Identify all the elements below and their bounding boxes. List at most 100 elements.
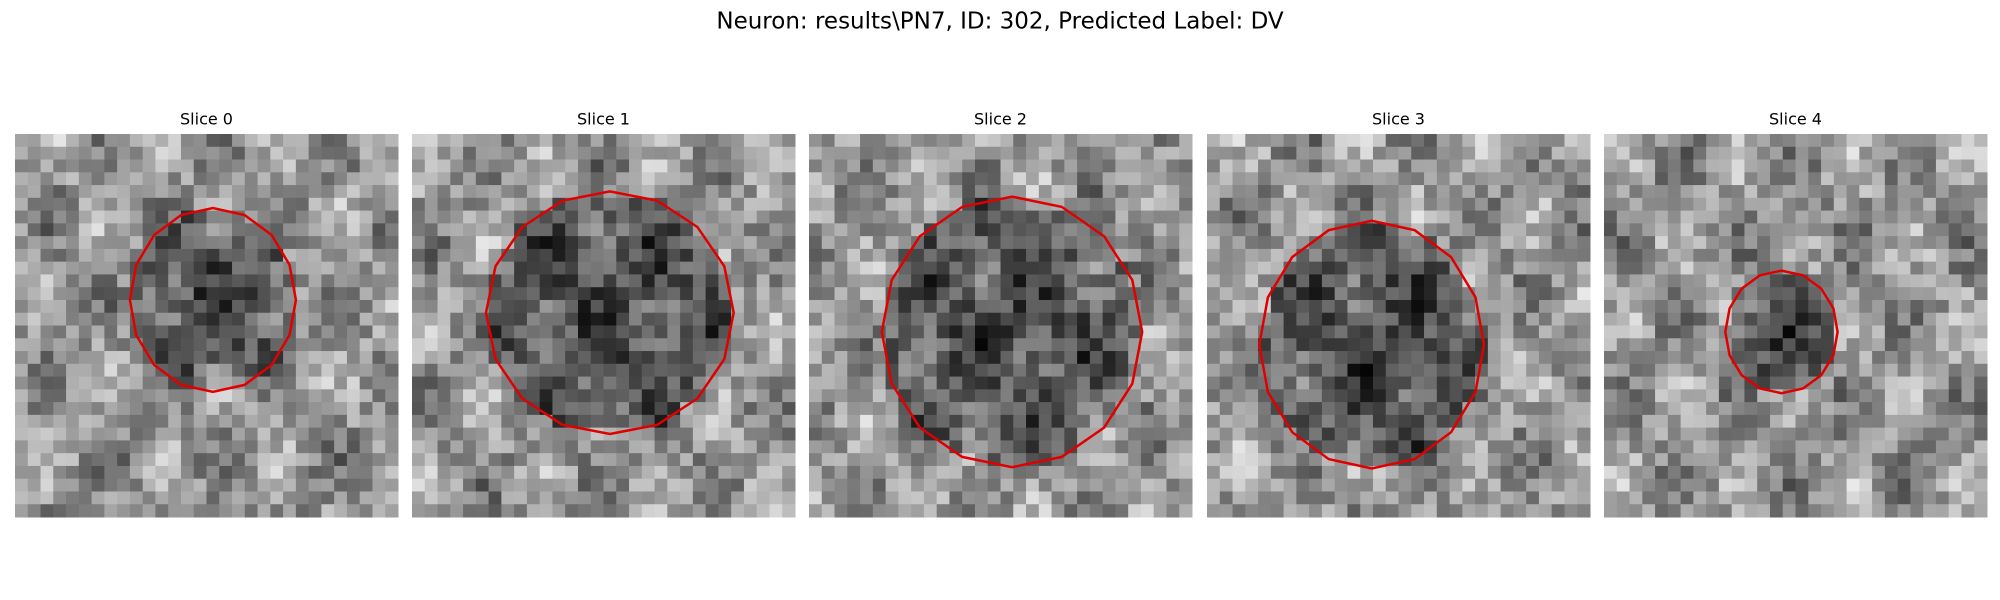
pixel [321,402,335,416]
pixel [667,287,681,301]
pixel [1077,172,1091,186]
pixel [321,427,335,441]
pixel [1411,172,1425,186]
pixel [1334,414,1348,429]
pixel [1219,389,1234,403]
pixel [1757,159,1771,173]
pixel [641,351,656,365]
pixel [1153,440,1167,454]
pixel [232,402,246,416]
pixel [104,440,118,454]
pixel [1859,427,1873,441]
pixel [142,325,156,339]
pixel [1884,440,1899,454]
pixel [1321,402,1336,416]
pixel [501,236,515,250]
pixel [27,389,42,403]
pixel [514,414,528,429]
pixel [1706,376,1720,390]
pixel [1808,414,1822,429]
pixel [936,491,950,505]
pixel [1731,376,1745,390]
pixel [15,504,29,518]
pixel [1245,427,1259,441]
pixel [1629,504,1643,518]
pixel [949,363,963,378]
pixel [437,248,451,263]
pixel [1424,185,1438,199]
pixel [1513,134,1527,148]
pixel [295,210,310,224]
pixel [936,299,950,314]
pixel [1769,172,1784,186]
pixel [1207,478,1221,492]
pixel [743,325,758,339]
pixel [1604,248,1618,263]
pixel [911,223,925,237]
pixel [463,197,477,212]
pixel [743,159,758,173]
pixel [437,465,451,480]
pixel [1347,465,1361,480]
pixel [821,440,836,454]
pixel [514,465,528,480]
pixel [616,146,630,161]
pixel [1000,172,1014,186]
pixel [104,312,118,326]
pixel [782,185,796,199]
pixel [514,440,528,454]
pixel [78,248,93,263]
pixel [1821,134,1835,148]
pixel [885,223,899,237]
pixel [705,261,719,275]
pixel [526,287,541,301]
pixel [232,465,246,480]
pixel [923,159,938,173]
pixel [1487,210,1502,224]
pixel [142,402,156,416]
pixel [680,440,694,454]
pixel [117,440,131,454]
pixel [385,299,399,314]
pixel [1128,504,1142,518]
pixel [1808,491,1822,505]
pixel [257,185,271,199]
pixel [1821,325,1835,339]
pixel [475,197,490,212]
pixel [1475,363,1489,378]
pixel [1077,338,1091,352]
pixel [91,312,105,326]
pixel [1283,134,1297,148]
pixel [1207,197,1221,212]
pixel [1577,210,1591,224]
pixel [1731,465,1745,480]
pixel [66,299,80,314]
pixel [1808,465,1822,480]
pixel [769,172,783,186]
pixel [1884,197,1899,212]
pixel [1245,159,1259,173]
pixel [91,210,105,224]
pixel [1064,491,1078,505]
pixel [1910,185,1924,199]
pixel [283,376,297,390]
pixel [219,236,233,250]
pixel [1604,478,1618,492]
pixel [1731,338,1745,352]
pixel [782,338,796,352]
pixel [78,287,93,301]
pixel [603,134,617,148]
pixel [1718,248,1733,263]
pixel [667,465,681,480]
pixel [898,146,912,161]
pixel [1424,491,1438,505]
pixel [1258,223,1272,237]
pixel [1424,338,1438,352]
pixel [1961,159,1975,173]
pixel [809,261,823,275]
pixel [847,440,861,454]
pixel [1449,236,1463,250]
pixel [78,134,93,148]
pixel [1948,338,1962,352]
pixel [1013,491,1027,505]
